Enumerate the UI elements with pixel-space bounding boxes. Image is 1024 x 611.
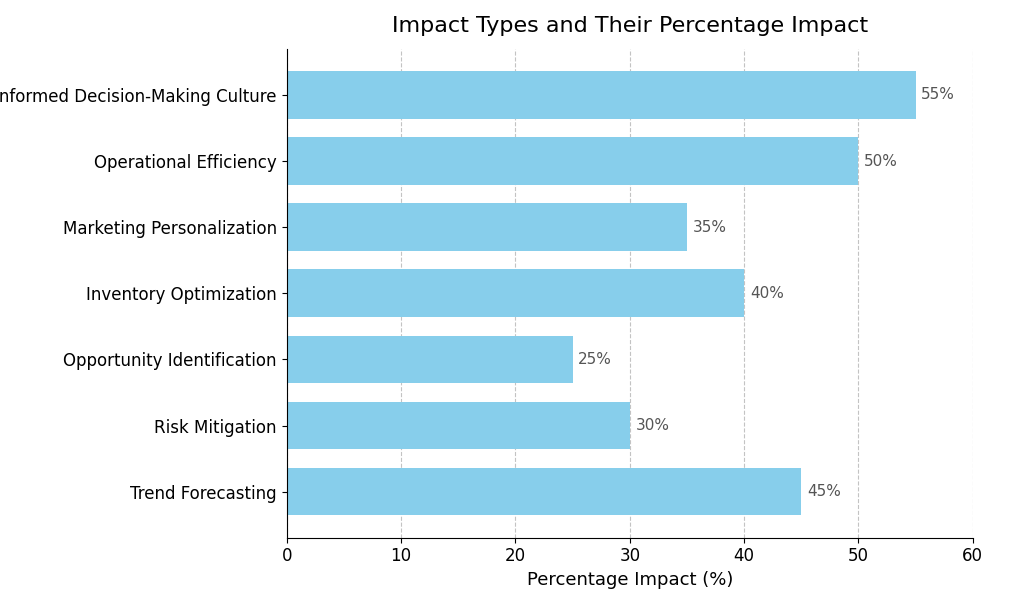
Bar	[287, 269, 744, 317]
Text: 40%: 40%	[750, 286, 783, 301]
Bar	[287, 401, 630, 449]
Text: 55%: 55%	[922, 87, 955, 103]
Text: 45%: 45%	[807, 484, 841, 499]
Bar	[287, 335, 572, 383]
Bar	[287, 71, 915, 119]
Text: 25%: 25%	[579, 352, 612, 367]
Bar	[287, 137, 858, 185]
Bar	[287, 203, 687, 251]
Text: 35%: 35%	[692, 219, 727, 235]
Bar	[287, 468, 801, 516]
X-axis label: Percentage Impact (%): Percentage Impact (%)	[526, 571, 733, 589]
Title: Impact Types and Their Percentage Impact: Impact Types and Their Percentage Impact	[392, 16, 867, 36]
Text: 50%: 50%	[864, 153, 898, 169]
Text: 30%: 30%	[636, 418, 670, 433]
